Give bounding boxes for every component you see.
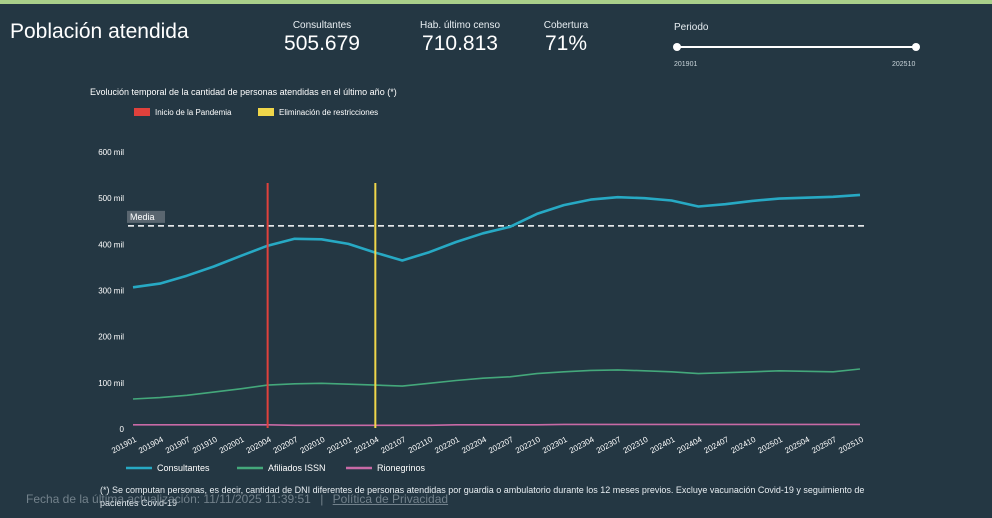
x-tick-label: 202107: [379, 435, 407, 456]
period-label: Periodo: [674, 22, 709, 33]
y-tick-label: 400 mil: [98, 240, 124, 249]
marker-legend-swatch: [134, 108, 150, 116]
x-tick-label: 201907: [164, 435, 192, 456]
x-tick-label: 202001: [218, 435, 246, 456]
period-slider-end-handle[interactable]: [912, 43, 920, 51]
y-tick-label: 100 mil: [98, 379, 124, 388]
x-tick-label: 202404: [676, 435, 704, 456]
x-tick-label: 202501: [756, 435, 784, 456]
x-tick-label: 201910: [191, 435, 219, 456]
x-tick-label: 202410: [729, 435, 757, 456]
series-line-rionegrinos: [133, 423, 860, 427]
period-slider[interactable]: [677, 46, 916, 48]
page-title: Población atendida: [10, 20, 189, 43]
x-tick-label: 202201: [433, 435, 461, 456]
period-slider-start-handle[interactable]: [673, 43, 681, 51]
series-legend-label: Consultantes: [157, 463, 210, 473]
x-tick-label: 202207: [487, 435, 515, 456]
period-end-label: 202510: [892, 61, 916, 68]
x-tick-label: 202004: [245, 435, 273, 456]
x-tick-label: 201904: [137, 435, 165, 456]
kpi-label: Consultantes: [292, 20, 352, 31]
period-start-label: 201901: [674, 61, 698, 68]
x-tick-label: 202110: [407, 435, 435, 455]
x-tick-label: 202510: [837, 435, 865, 456]
media-label-bg: [127, 210, 165, 223]
chart-title: Evolución temporal de la cantidad de per…: [90, 87, 397, 97]
kpi-label: Cobertura: [543, 20, 589, 31]
kpi-consultantes: Consultantes 505.679: [282, 20, 362, 56]
series-legend-label: Rionegrinos: [377, 463, 426, 473]
last-update-text: Fecha de la última actualización: 11/11/…: [26, 492, 311, 506]
x-tick-label: 202504: [783, 435, 811, 456]
series-line-consultantes: [132, 193, 861, 289]
marker-legend-label: Inicio de la Pandemia: [155, 108, 232, 117]
top-accent-bar: [0, 0, 992, 4]
kpi-habitantes: Hab. último censo 710.813: [412, 20, 508, 56]
x-tick-label: 202310: [622, 435, 650, 456]
x-tick-label: 202104: [352, 435, 380, 456]
series-line-afiliados-issn: [132, 368, 861, 400]
x-tick-label: 202304: [568, 435, 596, 456]
series-legend-label: Afiliados ISSN: [268, 463, 326, 473]
x-tick-label: 202010: [299, 435, 327, 456]
y-tick-label: 200 mil: [98, 333, 124, 342]
y-tick-label: 300 mil: [98, 287, 124, 296]
x-tick-label: 202210: [514, 435, 542, 456]
media-label: Media: [130, 212, 155, 222]
x-tick-label: 201901: [110, 435, 138, 456]
footer: Fecha de la última actualización: 11/11/…: [26, 492, 454, 506]
footer-separator: |: [320, 492, 324, 506]
x-tick-label: 202101: [326, 435, 354, 456]
kpi-label: Hab. último censo: [419, 20, 501, 31]
y-tick-label: 600 mil: [98, 148, 124, 157]
x-tick-label: 202301: [541, 435, 569, 456]
y-tick-label: 0: [120, 425, 125, 434]
x-tick-label: 202204: [460, 435, 488, 456]
x-tick-label: 202007: [272, 435, 300, 456]
marker-legend-swatch: [258, 108, 274, 116]
x-tick-label: 202407: [703, 435, 731, 456]
kpi-cobertura: Cobertura 71%: [534, 20, 598, 56]
kpi-value: 505.679: [284, 32, 360, 55]
x-tick-label: 202507: [810, 435, 838, 456]
marker-legend-label: Eliminación de restricciones: [279, 108, 378, 117]
privacy-policy-link[interactable]: Política de Privacidad: [332, 492, 449, 506]
kpi-value: 710.813: [422, 32, 498, 55]
x-tick-label: 202401: [649, 435, 677, 456]
x-tick-label: 202307: [595, 435, 623, 456]
y-tick-label: 500 mil: [98, 194, 124, 203]
kpi-value: 71%: [544, 32, 588, 55]
footnote: (*) Se computan personas, es decir, cant…: [100, 485, 865, 508]
